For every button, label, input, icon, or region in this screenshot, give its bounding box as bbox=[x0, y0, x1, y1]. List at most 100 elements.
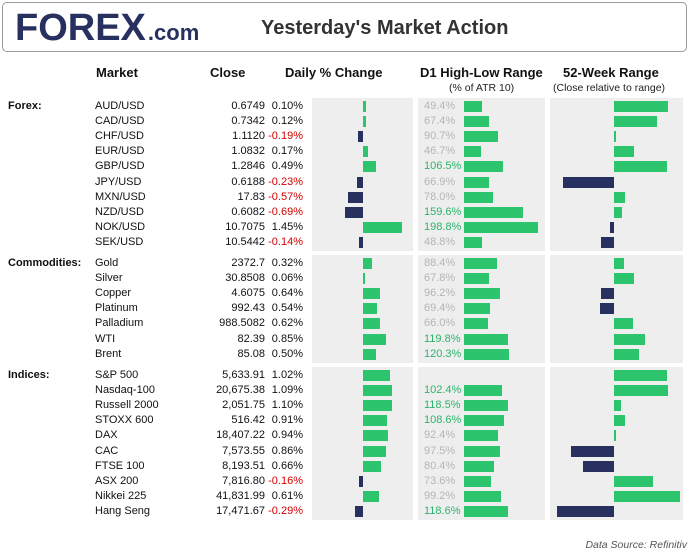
daily-change-bar bbox=[344, 206, 363, 218]
daily-change-value: 0.61% bbox=[271, 489, 303, 502]
d1-range-bar bbox=[464, 206, 524, 218]
d1-range-value: 106.5% bbox=[424, 160, 462, 173]
daily-change-value: 0.50% bbox=[271, 347, 303, 360]
d1-range-bar bbox=[464, 288, 500, 300]
close-value: 41,831.99 bbox=[216, 489, 265, 502]
w52-range-bar bbox=[614, 475, 653, 487]
d1-range-bar bbox=[464, 445, 501, 457]
w52-range-bar bbox=[614, 116, 658, 128]
daily-change-bar bbox=[363, 146, 368, 158]
close-value: 988.5082 bbox=[219, 317, 265, 330]
col-subheader-52w: (Close relative to range) bbox=[553, 82, 666, 94]
d1-range-value: 102.4% bbox=[424, 384, 462, 397]
daily-change-bar bbox=[363, 101, 366, 112]
w52-range-bar bbox=[614, 490, 680, 502]
close-value: 0.7342 bbox=[231, 115, 265, 128]
d1-range-bar bbox=[464, 191, 493, 203]
group-label: Commodities: bbox=[8, 257, 82, 269]
market-name: Platinum bbox=[95, 302, 138, 315]
w52-range-bar bbox=[614, 191, 625, 203]
w52-range-bar bbox=[563, 176, 614, 188]
w52-range-bar bbox=[570, 445, 614, 457]
w52-range-bar bbox=[614, 415, 625, 427]
logo-suffix: .com bbox=[147, 20, 200, 45]
d1-range-value: 48.8% bbox=[424, 235, 456, 248]
d1-range-value: 97.5% bbox=[424, 444, 456, 457]
close-value: 1.0832 bbox=[231, 145, 265, 158]
close-value: 17.83 bbox=[237, 190, 265, 203]
daily-change-value: 0.32% bbox=[271, 257, 303, 269]
w52-range-bar bbox=[614, 258, 624, 269]
daily-change-bar bbox=[363, 370, 391, 381]
col-header-market: Market bbox=[96, 65, 138, 80]
w52-range-bar bbox=[609, 221, 614, 233]
forex-logo: FOREX.com bbox=[15, 9, 199, 47]
d1-range-value: 69.4% bbox=[424, 302, 456, 315]
daily-change-bar bbox=[363, 161, 377, 173]
daily-change-bar bbox=[357, 131, 363, 143]
daily-change-value: 0.91% bbox=[271, 414, 303, 427]
w52-range-bar bbox=[582, 460, 614, 472]
market-name: DAX bbox=[95, 429, 118, 442]
d1-range-bar bbox=[464, 400, 508, 412]
header-banner: FOREX.com Yesterday's Market Action bbox=[2, 2, 687, 52]
d1-range-bar bbox=[464, 273, 490, 285]
close-value: 7,573.55 bbox=[222, 444, 265, 457]
col-header-52w: 52-Week Range bbox=[563, 65, 659, 80]
market-name: EUR/USD bbox=[95, 145, 145, 158]
group-label: Indices: bbox=[8, 369, 50, 381]
close-value: 18,407.22 bbox=[216, 429, 265, 442]
d1-range-bar bbox=[464, 318, 489, 330]
close-value: 8,193.51 bbox=[222, 459, 265, 472]
w52-range-bar bbox=[614, 146, 635, 158]
d1-range-bar bbox=[464, 303, 490, 315]
d1-range-bar bbox=[464, 505, 508, 517]
daily-change-value: 0.64% bbox=[271, 287, 303, 300]
daily-change-bar bbox=[356, 176, 363, 188]
d1-range-bar bbox=[464, 131, 498, 143]
daily-change-value: -0.57% bbox=[268, 190, 303, 203]
daily-change-bar bbox=[363, 445, 386, 457]
market-name: S&P 500 bbox=[95, 369, 139, 381]
w52-range-bar bbox=[614, 273, 635, 285]
close-value: 4.6075 bbox=[231, 287, 265, 300]
d1-range-value: 67.4% bbox=[424, 115, 456, 128]
logo-main: FOREX bbox=[15, 7, 146, 49]
d1-range-value: 66.9% bbox=[424, 175, 456, 188]
daily-change-value: 1.02% bbox=[271, 369, 303, 381]
daily-change-value: -0.14% bbox=[268, 235, 303, 248]
daily-change-bar bbox=[363, 333, 386, 345]
market-name: JPY/USD bbox=[95, 175, 142, 188]
d1-range-value: 99.2% bbox=[424, 489, 456, 502]
d1-range-value: 118.6% bbox=[424, 504, 461, 517]
daily-change-value: -0.19% bbox=[268, 130, 303, 143]
daily-change-value: 0.10% bbox=[271, 100, 303, 112]
market-name: ASX 200 bbox=[95, 474, 139, 487]
daily-change-bar bbox=[363, 288, 381, 300]
daily-change-value: 1.09% bbox=[271, 384, 303, 397]
d1-range-value: 46.7% bbox=[424, 145, 456, 158]
close-value: 1.1120 bbox=[232, 130, 265, 143]
close-value: 1.2846 bbox=[231, 160, 265, 173]
market-name: CHF/USD bbox=[95, 130, 144, 143]
d1-range-value: 67.8% bbox=[424, 272, 456, 285]
daily-panel bbox=[312, 367, 413, 520]
d1-range-bar bbox=[464, 348, 509, 360]
daily-change-bar bbox=[363, 385, 393, 397]
market-name: AUD/USD bbox=[95, 100, 145, 112]
close-value: 2,051.75 bbox=[222, 399, 265, 412]
col-header-d1: D1 High-Low Range bbox=[420, 65, 543, 80]
daily-change-value: 0.66% bbox=[271, 459, 303, 472]
market-name: Copper bbox=[95, 287, 132, 300]
d1-range-bar bbox=[464, 258, 497, 269]
market-name: GBP/USD bbox=[95, 160, 145, 173]
d1-range-value: 108.6% bbox=[424, 414, 462, 427]
d1-range-bar bbox=[464, 490, 501, 502]
d1-range-bar bbox=[464, 176, 489, 188]
market-name: Silver bbox=[95, 272, 123, 285]
w52-range-bar bbox=[614, 400, 621, 412]
d1-range-value: 78.0% bbox=[424, 190, 456, 203]
daily-panel bbox=[312, 255, 413, 363]
close-value: 7,816.80 bbox=[222, 474, 265, 487]
close-value: 2372.7 bbox=[231, 257, 265, 269]
